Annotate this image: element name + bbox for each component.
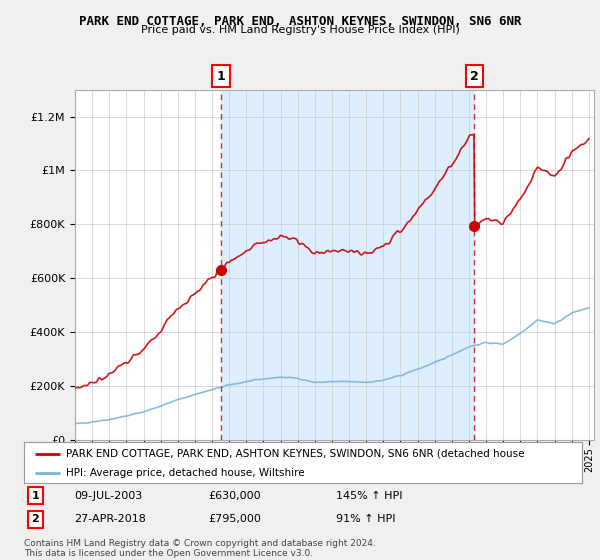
Text: 09-JUL-2003: 09-JUL-2003 — [74, 491, 142, 501]
Text: 1: 1 — [31, 491, 39, 501]
Text: 91% ↑ HPI: 91% ↑ HPI — [337, 514, 396, 524]
Text: Price paid vs. HM Land Registry's House Price Index (HPI): Price paid vs. HM Land Registry's House … — [140, 25, 460, 35]
Text: 2: 2 — [470, 69, 479, 83]
Text: HPI: Average price, detached house, Wiltshire: HPI: Average price, detached house, Wilt… — [66, 468, 304, 478]
Text: £630,000: £630,000 — [208, 491, 261, 501]
Text: Contains HM Land Registry data © Crown copyright and database right 2024.
This d: Contains HM Land Registry data © Crown c… — [24, 539, 376, 558]
Text: £795,000: £795,000 — [208, 514, 261, 524]
Text: 145% ↑ HPI: 145% ↑ HPI — [337, 491, 403, 501]
Text: 2: 2 — [31, 514, 39, 524]
Text: PARK END COTTAGE, PARK END, ASHTON KEYNES, SWINDON, SN6 6NR (detached house: PARK END COTTAGE, PARK END, ASHTON KEYNE… — [66, 449, 524, 459]
Bar — [221, 90, 475, 440]
Text: PARK END COTTAGE, PARK END, ASHTON KEYNES, SWINDON, SN6 6NR: PARK END COTTAGE, PARK END, ASHTON KEYNE… — [79, 15, 521, 27]
Text: 27-APR-2018: 27-APR-2018 — [74, 514, 146, 524]
Text: 1: 1 — [217, 69, 226, 83]
